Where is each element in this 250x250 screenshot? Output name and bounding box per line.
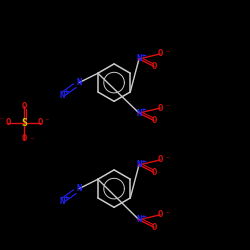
Text: N: N — [136, 108, 142, 118]
Text: O: O — [158, 156, 163, 164]
Text: O: O — [151, 168, 157, 177]
Text: N: N — [76, 184, 82, 193]
Text: ⁻: ⁻ — [29, 136, 34, 144]
Text: O: O — [158, 210, 163, 219]
Text: +: + — [140, 53, 146, 59]
Text: N: N — [136, 160, 142, 170]
Text: O: O — [158, 50, 163, 58]
Text: N: N — [136, 54, 142, 64]
Text: O: O — [6, 118, 11, 127]
Text: N: N — [59, 196, 64, 205]
Text: +: + — [63, 89, 69, 95]
Text: O: O — [151, 116, 157, 125]
Text: ⁻: ⁻ — [165, 48, 170, 57]
Text: N: N — [59, 90, 64, 100]
Text: +: + — [140, 159, 146, 165]
Text: N: N — [76, 78, 82, 87]
Text: ⁻: ⁻ — [165, 209, 170, 218]
Text: O: O — [151, 62, 157, 71]
Text: O: O — [22, 102, 27, 111]
Text: O: O — [22, 134, 27, 143]
Text: O: O — [151, 223, 157, 232]
Text: ⁻: ⁻ — [0, 115, 4, 124]
Text: O: O — [38, 118, 43, 127]
Text: +: + — [140, 214, 146, 220]
Text: N: N — [136, 215, 142, 224]
Text: ⁻: ⁻ — [165, 154, 170, 163]
Text: +: + — [140, 107, 146, 113]
Text: O: O — [158, 104, 163, 112]
Text: ⁻: ⁻ — [165, 102, 170, 111]
Text: ⁻: ⁻ — [44, 116, 49, 125]
Text: S: S — [21, 118, 27, 128]
Text: +: + — [63, 195, 69, 201]
